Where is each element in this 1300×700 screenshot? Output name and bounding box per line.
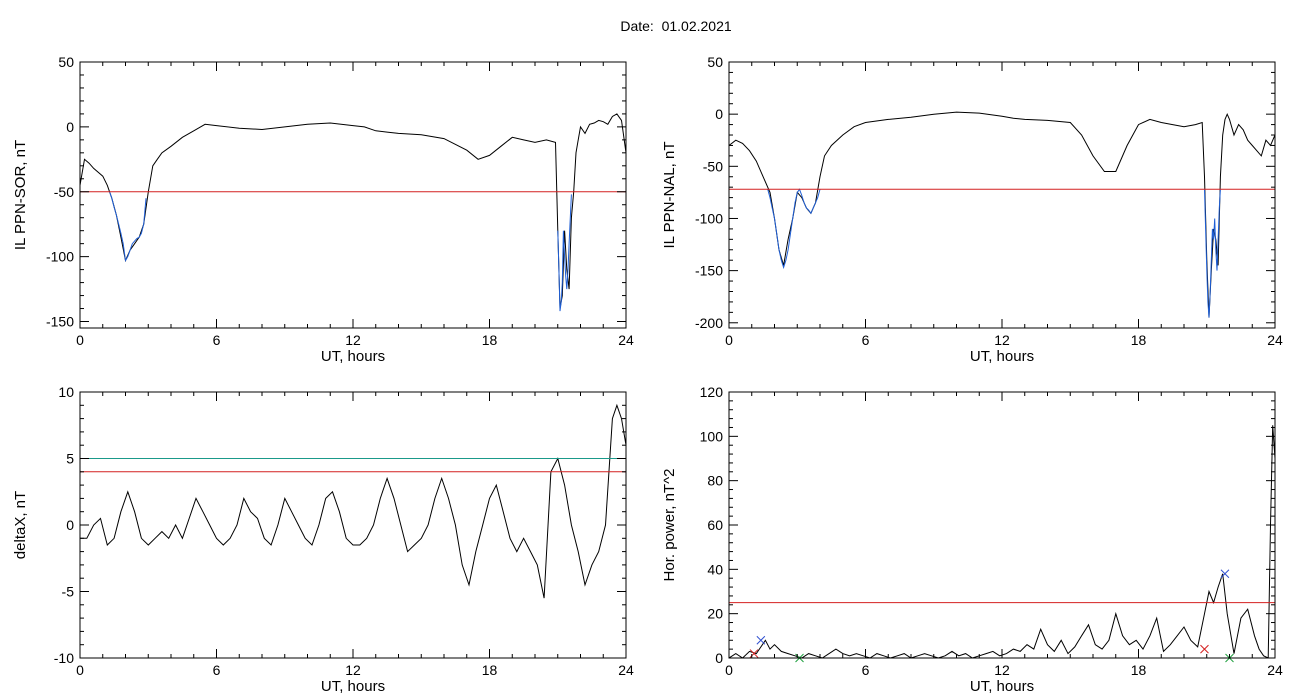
series-highlight-2 <box>1204 189 1221 318</box>
y-tick-label: -10 <box>54 650 74 666</box>
y-tick-label: -5 <box>62 584 75 600</box>
series-trace-0 <box>729 111 1275 318</box>
y-tick-label: -50 <box>54 184 74 200</box>
y-tick-label: 0 <box>66 517 74 533</box>
y-axis-label: IL PPN-NAL, nT <box>661 142 678 249</box>
plot-frame <box>728 391 1276 659</box>
y-axis-label: Hor. power, nT^2 <box>661 469 678 582</box>
y-tick-label: -100 <box>46 249 74 265</box>
chart-hor-power: 0 6 12 18 24 0 20 40 60 80 100 120 UT, hours Hor. pow… <box>661 384 1283 695</box>
series-trace-0 <box>80 113 626 309</box>
x-tick-label: 24 <box>618 332 634 348</box>
y-tick-label: 60 <box>707 517 723 533</box>
y-tick-label: 50 <box>58 54 74 70</box>
y-tick-label: 5 <box>66 451 74 467</box>
y-tick-label: -200 <box>695 315 723 331</box>
x-axis-label: UT, hours <box>321 678 385 695</box>
chart-il-ppn-nal: 0 6 12 18 24 -200 -150 -100 -50 0 50 UT, hours IL PP… <box>661 54 1283 365</box>
x-tick-label: 0 <box>76 332 84 348</box>
y-tick-label: -150 <box>46 314 74 330</box>
x-axis-label: UT, hours <box>970 348 1034 365</box>
marker-marker_red-1 <box>1200 644 1209 654</box>
y-tick-label: 40 <box>707 561 723 577</box>
x-tick-label: 18 <box>1131 332 1147 348</box>
x-tick-label: 12 <box>994 662 1010 678</box>
x-tick-label: 18 <box>482 662 498 678</box>
x-tick-label: 18 <box>1131 662 1147 678</box>
x-tick-label: 6 <box>862 332 870 348</box>
y-tick-label: 20 <box>707 606 723 622</box>
x-tick-label: 24 <box>1267 662 1283 678</box>
x-tick-label: 24 <box>618 662 634 678</box>
x-tick-label: 12 <box>345 332 361 348</box>
plot-frame <box>79 61 627 329</box>
x-tick-label: 0 <box>725 332 733 348</box>
y-tick-label: 0 <box>715 650 723 666</box>
x-tick-label: 12 <box>994 332 1010 348</box>
plot-frame <box>79 391 627 659</box>
y-tick-label: 0 <box>66 119 74 135</box>
x-tick-label: 24 <box>1267 332 1283 348</box>
x-tick-label: 0 <box>725 662 733 678</box>
x-tick-label: 18 <box>482 332 498 348</box>
series-highlight-2 <box>557 194 572 312</box>
x-axis-label: UT, hours <box>321 348 385 365</box>
y-tick-label: 120 <box>700 384 724 400</box>
plot-frame <box>728 61 1276 329</box>
series-trace-0 <box>729 425 1275 658</box>
y-axis-label: deltaX, nT <box>12 491 29 559</box>
x-tick-label: 0 <box>76 662 84 678</box>
x-tick-label: 6 <box>213 332 221 348</box>
y-tick-label: 0 <box>715 106 723 122</box>
y-tick-label: -150 <box>695 263 723 279</box>
chart-il-ppn-sor: 0 6 12 18 24 -150 -100 -50 0 50 UT, hours IL PPN-SO… <box>12 54 634 365</box>
marker-marker_blue-1 <box>1220 569 1230 579</box>
x-tick-label: 12 <box>345 662 361 678</box>
chart-deltax: 0 6 12 18 24 -10 -5 0 5 10 UT, hours deltaX, nT <box>12 384 634 695</box>
y-tick-label: -100 <box>695 210 723 226</box>
x-axis-label: UT, hours <box>970 678 1034 695</box>
marker-marker_blue-0 <box>756 635 766 645</box>
y-axis-label: IL PPN-SOR, nT <box>12 140 29 250</box>
page-title: Date: 01.02.2021 <box>620 18 732 34</box>
series-trace-0 <box>80 403 626 599</box>
y-tick-label: 100 <box>700 428 724 444</box>
y-tick-label: 80 <box>707 473 723 489</box>
series-highlight-1 <box>767 188 821 270</box>
x-tick-label: 6 <box>862 662 870 678</box>
y-tick-label: 10 <box>58 384 74 400</box>
y-tick-label: 50 <box>707 54 723 70</box>
x-tick-label: 6 <box>213 662 221 678</box>
series-highlight-1 <box>109 191 147 262</box>
y-tick-label: -50 <box>703 158 723 174</box>
